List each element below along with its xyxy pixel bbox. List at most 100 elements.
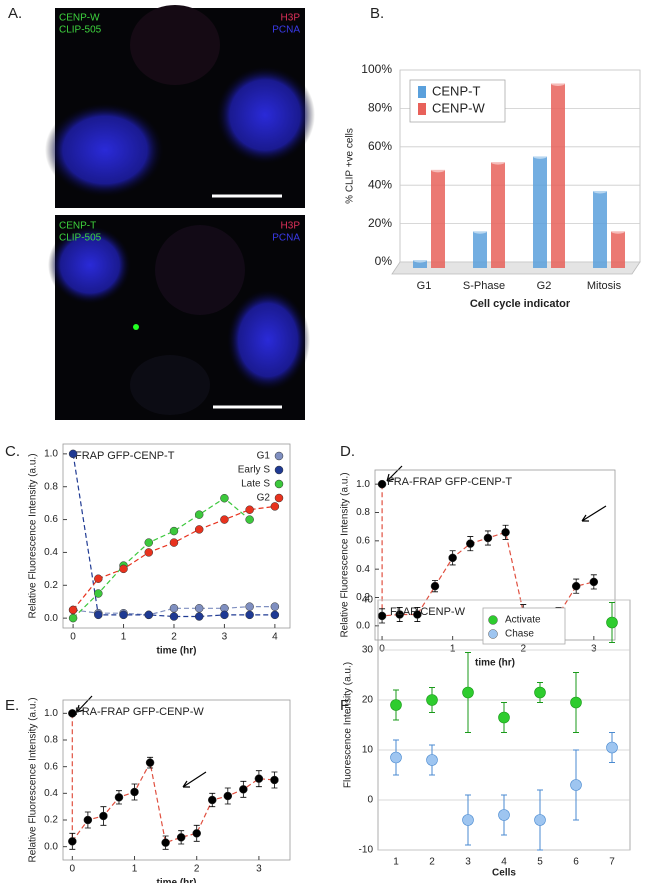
y-tick-label: 10: [362, 745, 374, 756]
fit-line: [72, 505, 275, 611]
y-tick-label: 0.4: [356, 564, 370, 575]
panel-label: B.: [370, 5, 384, 22]
point: [144, 538, 154, 547]
y-axis-label: Fluorescence Intensity (a.u.): [343, 662, 354, 788]
point: [270, 610, 280, 620]
point: [448, 553, 457, 563]
y-tick-label: 0.0: [356, 620, 370, 631]
bar-top: [551, 80, 565, 86]
y-tick-label: 20: [362, 695, 374, 706]
point: [68, 837, 77, 846]
point: [94, 589, 103, 598]
x-tick-label: 3: [591, 644, 597, 655]
arrows: [76, 465, 607, 788]
x-axis-label: Cells: [492, 868, 516, 879]
point: [119, 564, 128, 574]
point: [589, 577, 599, 587]
bar-top: [473, 228, 487, 234]
point: [483, 533, 493, 543]
legend-label: CENP-T: [432, 83, 480, 98]
point: [161, 838, 170, 847]
point: [245, 602, 254, 611]
point: [501, 528, 510, 537]
point: [194, 612, 204, 621]
y-tick-label: 0.2: [44, 815, 58, 826]
panel-label: D.: [340, 443, 355, 460]
x-tick-label: 3: [465, 857, 471, 868]
y-tick-label: 0.4: [44, 547, 58, 558]
point: [245, 505, 254, 514]
x-tick-label: 0: [379, 644, 385, 655]
point: [390, 751, 402, 764]
chart-title: FRAP GFP-CENP-T: [75, 450, 175, 462]
y-tick-label: 80%: [368, 101, 392, 115]
point: [534, 686, 546, 699]
plot-frame: [62, 443, 291, 629]
point: [426, 754, 438, 766]
legend-box: [482, 607, 566, 645]
point: [377, 479, 387, 489]
bar-top: [611, 228, 625, 234]
point: [176, 833, 186, 842]
point: [270, 602, 280, 611]
point: [99, 811, 108, 821]
point: [570, 779, 582, 791]
image-label: CLIP-505: [59, 233, 102, 244]
y-axis-label: Relative Fluorescence Intensity (a.u.): [28, 453, 39, 618]
y-tick-label: 40: [362, 595, 374, 606]
bar: [431, 169, 445, 268]
y-tick-label: 30: [362, 645, 374, 656]
bar-top: [431, 167, 445, 173]
point: [94, 574, 103, 583]
plot-frame: [62, 699, 291, 861]
x-tick-label: 2: [520, 644, 526, 655]
x-tick-label: 1: [450, 644, 456, 655]
x-tick-label: 2: [171, 632, 177, 643]
y-tick-label: 1.0: [356, 479, 370, 490]
y-tick-label: 0.8: [356, 507, 370, 518]
y-axis-label: % CLIP +ve cells: [345, 128, 356, 204]
point: [169, 612, 179, 621]
chart-title: FRA-FRAP GFP-CENP-T: [387, 476, 512, 488]
fit-line: [72, 453, 275, 618]
y-tick-label: 0%: [375, 254, 393, 268]
point: [254, 774, 264, 783]
bar: [413, 260, 427, 268]
image-label: PCNA: [272, 25, 300, 36]
point: [194, 510, 204, 519]
bar-top: [413, 257, 427, 263]
y-tick-label: 100%: [361, 62, 392, 76]
micrograph: [48, 215, 310, 420]
y-tick-label: 60%: [368, 139, 392, 153]
panel-label: E.: [5, 697, 19, 714]
y-tick-label: 0.0: [44, 841, 58, 852]
point: [194, 604, 204, 613]
legend-label: CENP-W: [432, 100, 485, 115]
bar-top: [491, 159, 505, 165]
legend-marker: [274, 451, 284, 461]
point: [606, 616, 618, 629]
legend-marker: [488, 615, 498, 625]
point: [169, 538, 179, 547]
point: [245, 610, 254, 620]
point: [430, 581, 440, 591]
x-tick-label: 3: [222, 632, 228, 643]
point: [223, 791, 233, 801]
legend-marker: [274, 465, 284, 475]
y-tick-label: 1.0: [44, 448, 58, 459]
y-axis-label: Relative Fluorescence Intensity (a.u.): [28, 697, 39, 862]
point: [68, 449, 78, 459]
x-tick-label: 6: [573, 857, 579, 868]
x-axis-label: time (hr): [157, 878, 197, 883]
point: [130, 787, 139, 797]
point: [534, 814, 546, 826]
point: [390, 699, 402, 711]
fit-line: [73, 606, 275, 616]
y-tick-label: 1.0: [44, 708, 58, 719]
point: [119, 610, 128, 620]
bar: [533, 156, 547, 268]
point: [220, 610, 229, 620]
point: [606, 741, 618, 754]
bar: [551, 83, 565, 268]
x-tick-label: 4: [272, 632, 278, 643]
